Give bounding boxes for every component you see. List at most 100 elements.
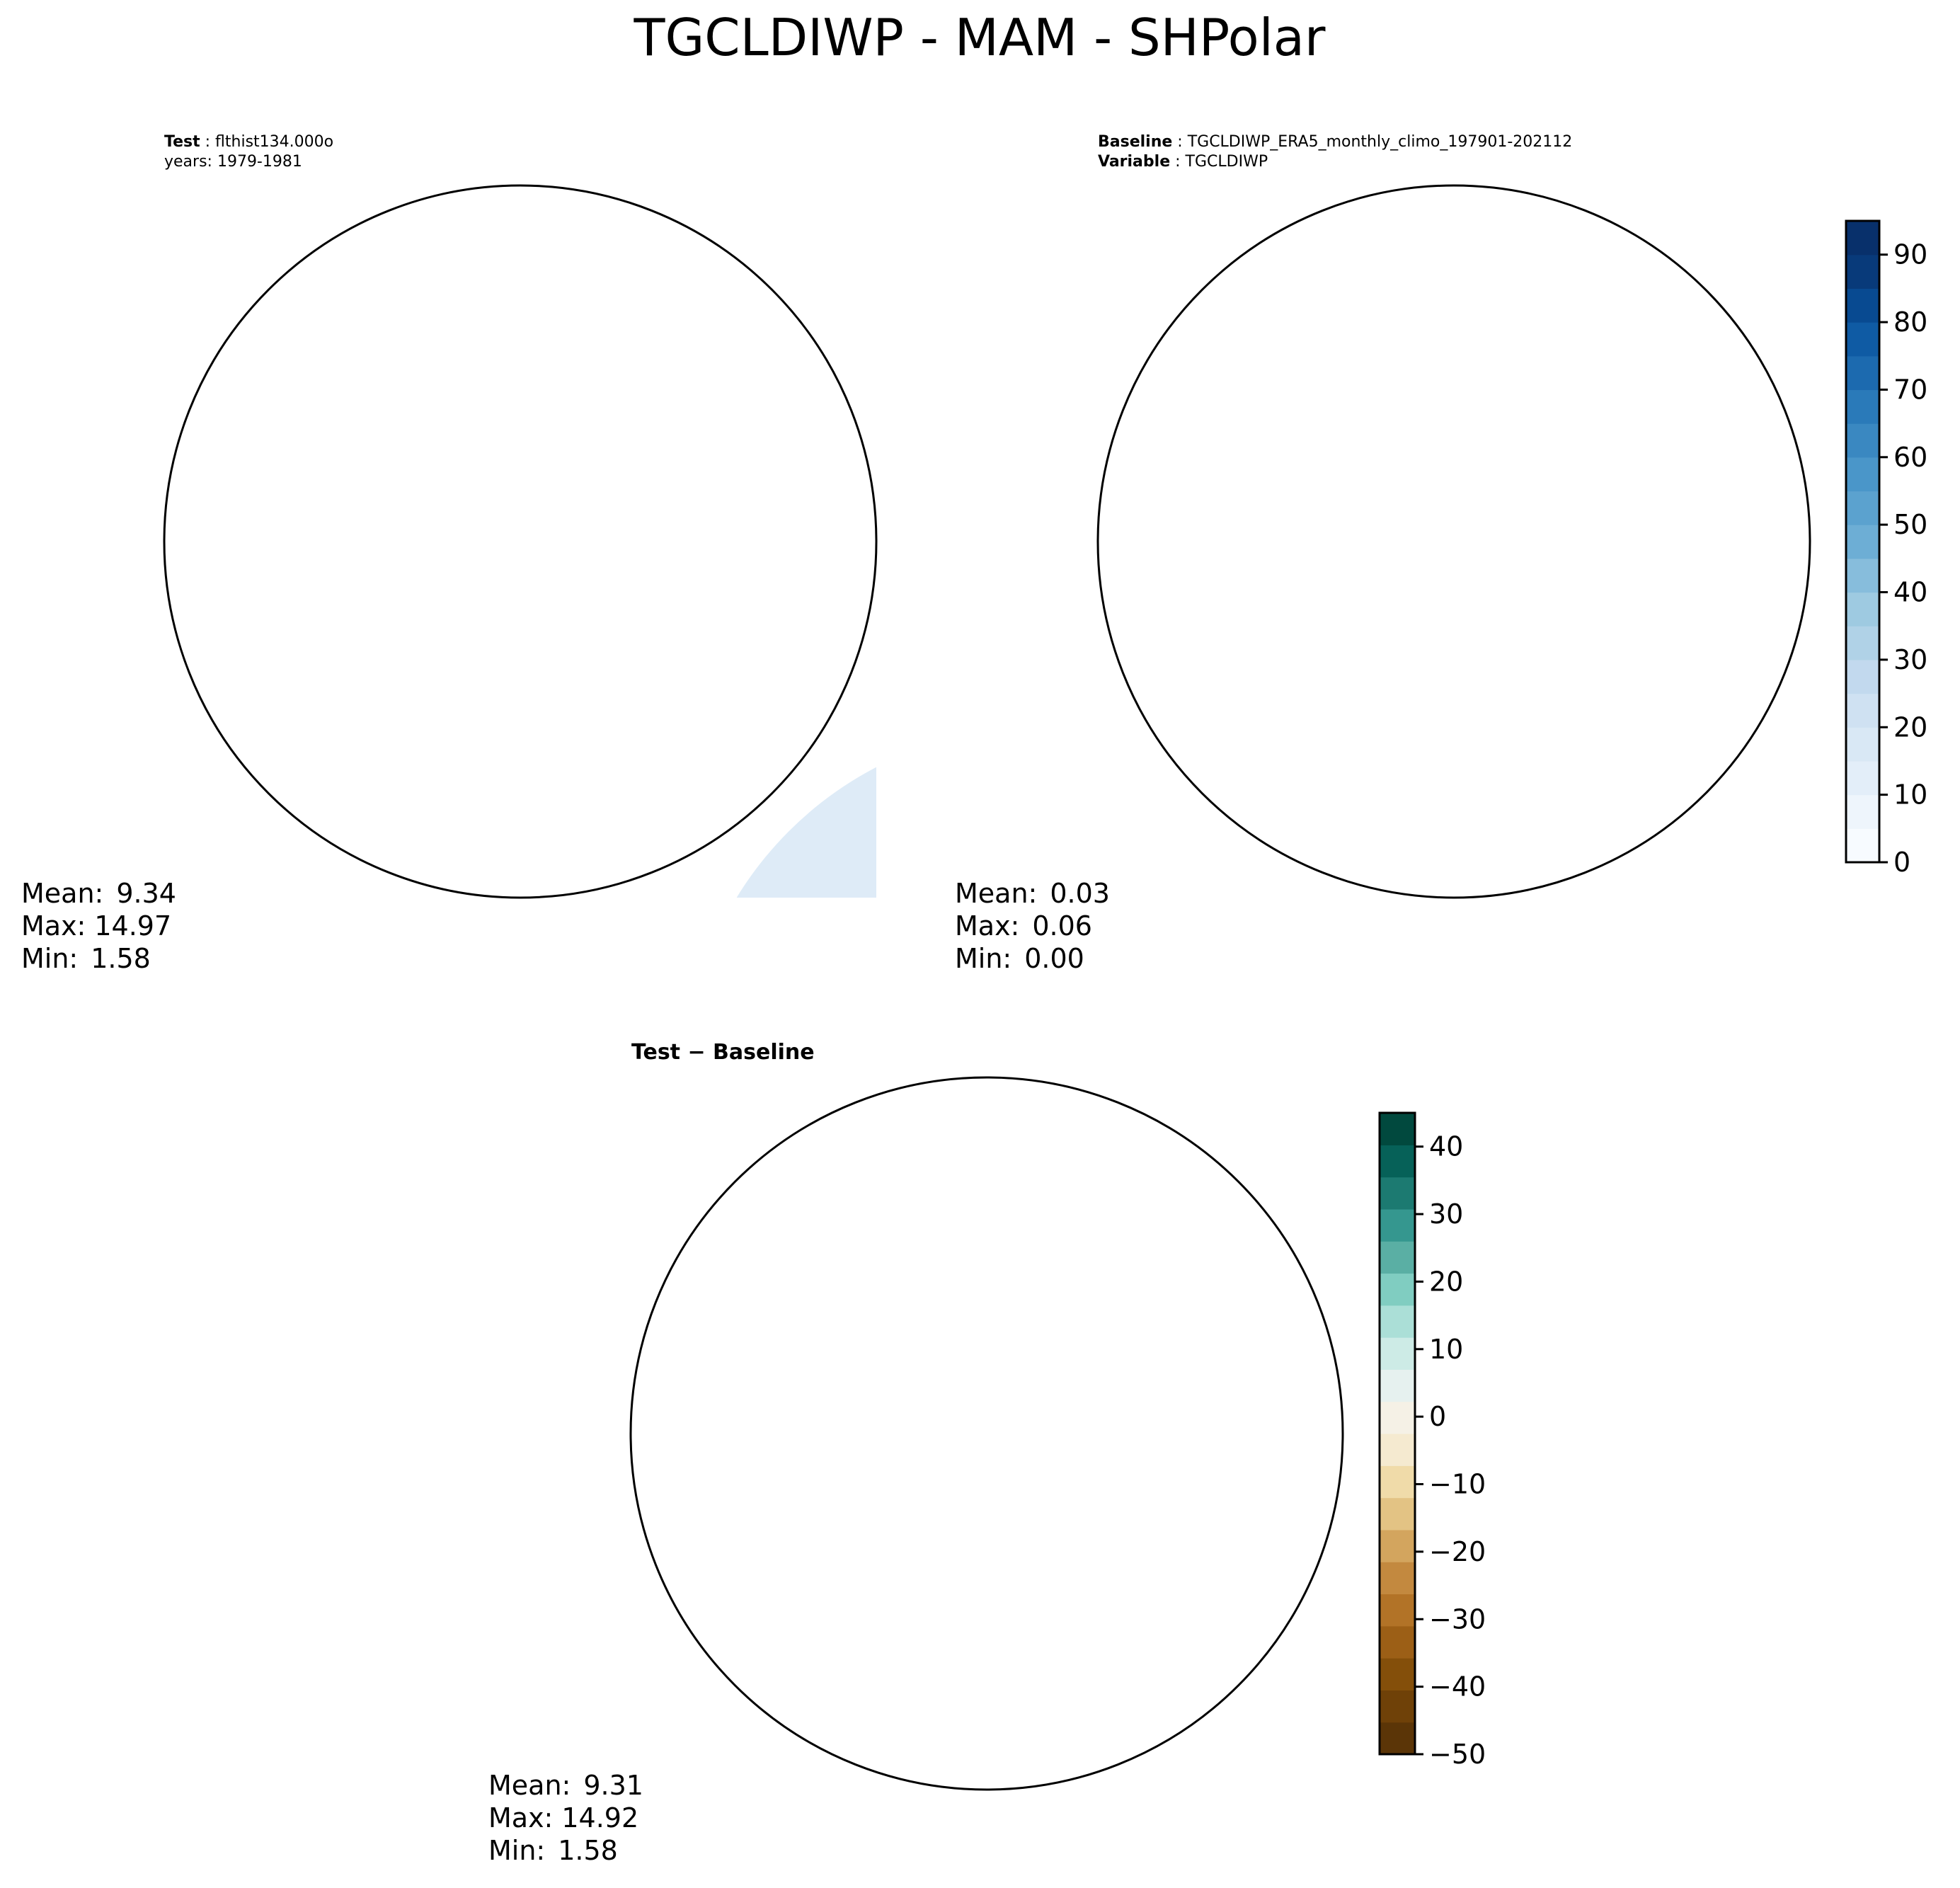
baseline-colorbar-tick-label: 80 <box>1893 307 1927 338</box>
baseline-stat-mean-value: 0.03 <box>1050 878 1110 909</box>
svg-text:Min:1.58: Min: 1.58 <box>488 1835 618 1866</box>
baseline-field-base <box>1098 185 1810 898</box>
difference-continent-fill <box>813 1274 1171 1579</box>
baseline-header-line-1: Baseline : TGCLDIWP_ERA5_monthly_climo_1… <box>1098 133 1572 151</box>
difference-colorbar-tick-label: −40 <box>1429 1671 1486 1703</box>
test-continent-outline <box>347 382 704 687</box>
svg-text:Mean:9.34: Mean: 9.34 <box>21 878 176 909</box>
baseline-header-value: TGCLDIWP_ERA5_monthly_climo_197901-20211… <box>1187 133 1573 151</box>
difference-colorbar-segment <box>1380 1434 1415 1466</box>
test-stat-min-value: 1.58 <box>91 943 151 974</box>
difference-map-boundary <box>629 1076 1344 1791</box>
difference-colorbar-segment <box>1380 1658 1415 1690</box>
baseline-header-sep: : <box>1172 133 1187 151</box>
difference-colorbar-segment <box>1380 1562 1415 1595</box>
baseline-colorbar-segment <box>1846 423 1879 458</box>
difference-colorbar-tick-label: 0 <box>1429 1401 1446 1432</box>
baseline-colorbar-segment <box>1846 693 1879 728</box>
test-header-line-1: Test : flthist134.000o <box>164 133 333 151</box>
difference-colorbar-tick-label: −30 <box>1429 1603 1486 1635</box>
difference-stat-mean-value: 9.31 <box>583 1770 643 1801</box>
difference-colorbar-segment <box>1380 1497 1415 1531</box>
baseline-stat-min-label: Min: <box>955 943 1011 974</box>
difference-colorbar-segment <box>1380 1241 1415 1274</box>
baseline-stat-mean-label: Mean: <box>955 878 1037 909</box>
figure-title: TGCLDIWP - MAM - SHPolar <box>634 8 1326 67</box>
variable-header-value: TGCLDIWP <box>1185 153 1268 171</box>
svg-text:Max:14.92: Max: 14.92 <box>488 1802 638 1833</box>
difference-stats: Mean: 9.31 Max: 14.92 Min: 1.58 <box>488 1770 643 1866</box>
baseline-colorbar-tick-label: 20 <box>1893 711 1927 743</box>
baseline-stat-max-value: 0.06 <box>1032 910 1092 942</box>
difference-stat-max-value: 14.92 <box>561 1802 638 1833</box>
baseline-stat-min-value: 0.00 <box>1024 943 1084 974</box>
baseline-colorbar-segment <box>1846 525 1879 559</box>
baseline-island-c <box>1396 471 1404 486</box>
difference-colorbar-tick-label: 10 <box>1429 1334 1463 1365</box>
baseline-stats: Mean: 0.03 Max: 0.06 Min: 0.00 <box>955 878 1110 974</box>
difference-title: Test − Baseline <box>631 1040 815 1065</box>
baseline-colorbar-segment <box>1846 355 1879 391</box>
baseline-island-b <box>1746 425 1756 435</box>
baseline-colorbar-tick-label: 50 <box>1893 509 1927 540</box>
baseline-colorbar-segment <box>1846 626 1879 660</box>
test-field-base <box>684 727 876 898</box>
baseline-colorbar-segment <box>1846 322 1879 357</box>
baseline-colorbar-segment <box>1846 254 1879 289</box>
baseline-colorbar-tick-label: 30 <box>1893 644 1927 675</box>
svg-text:Max:14.97: Max: 14.97 <box>21 910 171 942</box>
difference-island-b <box>1279 1317 1289 1327</box>
test-streak <box>518 185 520 499</box>
svg-text:Min:1.58: Min: 1.58 <box>21 943 151 974</box>
difference-continent-outline <box>813 1274 1171 1579</box>
test-stat-mean-label: Mean: <box>21 878 103 909</box>
test-map-boundary <box>163 184 878 899</box>
difference-island-c <box>929 1363 937 1378</box>
difference-stat-min-label: Min: <box>488 1835 545 1866</box>
baseline-header-line-2: Variable : TGCLDIWP <box>1098 153 1268 171</box>
test-field-band <box>684 727 876 898</box>
svg-text:Mean:9.31: Mean: 9.31 <box>488 1770 643 1801</box>
test-stat-min-label: Min: <box>21 943 78 974</box>
difference-colorbar-tick-label: −10 <box>1429 1469 1486 1500</box>
test-header-sep: : <box>200 133 215 151</box>
test-stat-max-label: Max: <box>21 910 86 942</box>
baseline-colorbar-frame <box>1845 219 1881 864</box>
test-continent-fill <box>347 382 704 687</box>
difference-colorbar-segment <box>1380 1401 1415 1434</box>
svg-text:Mean:0.03: Mean: 0.03 <box>955 878 1110 909</box>
panel-difference: Test − Baseline Me <box>488 1040 1486 1866</box>
test-island-a <box>274 380 285 396</box>
baseline-stat-max-label: Max: <box>955 910 1019 942</box>
baseline-colorbar-tick-label: 10 <box>1893 779 1927 811</box>
difference-colorbar-tick-label: 20 <box>1429 1266 1463 1297</box>
difference-colorbar-segment <box>1380 1594 1415 1627</box>
difference-colorbar-segment <box>1380 1113 1415 1145</box>
difference-stat-mean-label: Mean: <box>488 1770 571 1801</box>
difference-colorbar-tick-label: −20 <box>1429 1536 1486 1567</box>
baseline-colorbar-tick-label: 60 <box>1893 442 1927 473</box>
baseline-colorbar-tick-label: 90 <box>1893 239 1927 270</box>
baseline-continent-outline <box>1280 382 1638 687</box>
difference-colorbar-segment <box>1380 1337 1415 1370</box>
difference-colorbar-tick-label: −50 <box>1429 1739 1486 1770</box>
difference-colorbar-segment <box>1380 1177 1415 1210</box>
test-stat-mean-value: 9.34 <box>116 878 176 909</box>
panel-test: Test : flthist134.000o years: 1979-1981 <box>21 133 878 974</box>
baseline-colorbar-tick-label: 70 <box>1893 374 1927 405</box>
baseline-colorbar-segment <box>1846 794 1879 829</box>
baseline-colorbar-segment <box>1846 221 1879 256</box>
difference-colorbar-segment <box>1380 1625 1415 1659</box>
test-island-b <box>813 425 823 435</box>
test-field-band-inner <box>294 379 719 727</box>
baseline-map-boundary <box>1096 184 1811 899</box>
svg-text:Min:0.00: Min: 0.00 <box>955 943 1084 974</box>
difference-colorbar-tick-label: 40 <box>1429 1131 1463 1162</box>
difference-colorbar-segment <box>1380 1465 1415 1499</box>
difference-island-a <box>740 1272 752 1288</box>
baseline-colorbar-tick-label: 0 <box>1893 847 1910 878</box>
difference-map <box>629 1076 1344 1791</box>
difference-colorbar-segment <box>1380 1369 1415 1402</box>
difference-colorbar-segment <box>1380 1208 1415 1242</box>
